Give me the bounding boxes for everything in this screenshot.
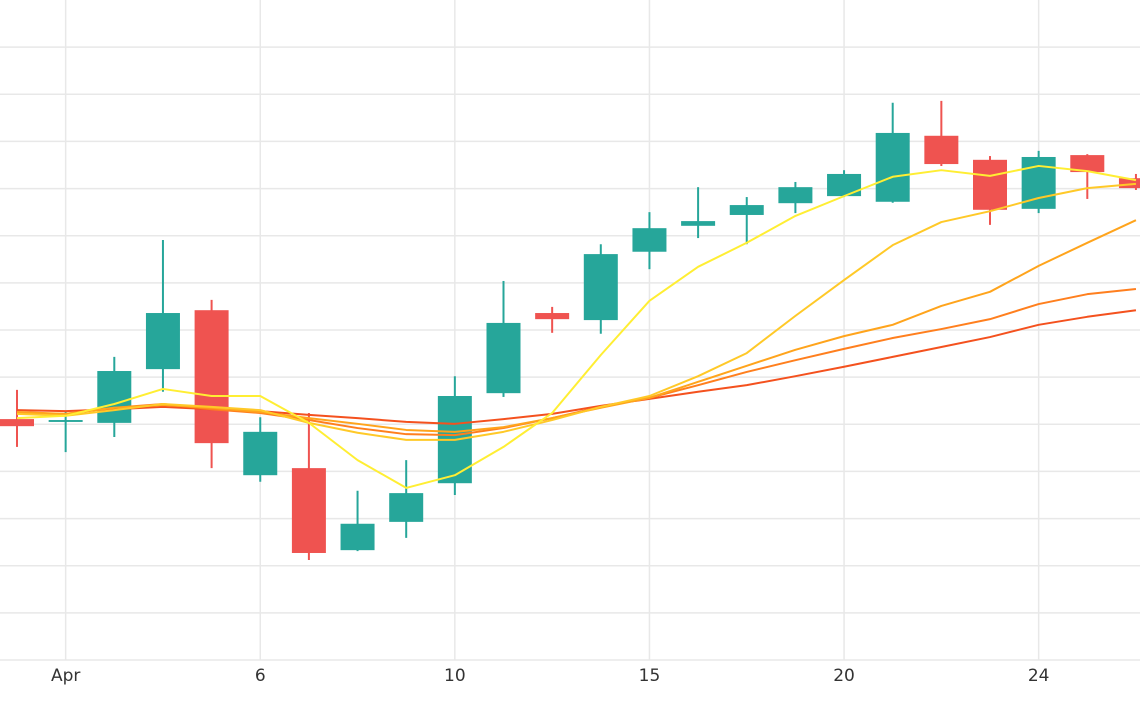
candle-body	[1118, 178, 1140, 189]
candle-body	[778, 187, 813, 204]
candle-body	[0, 419, 34, 427]
x-tick-label: 15	[639, 666, 661, 686]
x-tick-label: Apr	[51, 666, 80, 686]
candle-body	[194, 310, 229, 444]
candle-body	[632, 228, 667, 252]
candle-body	[486, 322, 521, 394]
candle-body	[340, 523, 375, 551]
candle-body	[291, 468, 326, 553]
candle-body	[145, 313, 180, 370]
x-tick-label: 24	[1028, 666, 1050, 686]
candle-body	[48, 420, 83, 422]
candle-body	[583, 254, 618, 321]
candle-body	[729, 205, 764, 215]
candle-body	[1070, 155, 1105, 173]
candle-body	[97, 371, 132, 423]
moving-average-line	[16, 182, 1137, 441]
candle-body	[973, 159, 1007, 210]
x-tick-label: 20	[833, 666, 855, 686]
x-tick-label: 6	[255, 666, 266, 686]
candle-body	[924, 135, 959, 165]
candle-body	[389, 493, 424, 522]
x-tick-label: 10	[444, 666, 466, 686]
candles	[0, 100, 1140, 561]
candle-body	[875, 132, 910, 202]
candle-body	[827, 173, 862, 197]
candle-body	[681, 221, 716, 226]
candle-body	[535, 313, 570, 320]
moving-average-line	[16, 164, 1137, 489]
candle-body	[243, 431, 278, 476]
